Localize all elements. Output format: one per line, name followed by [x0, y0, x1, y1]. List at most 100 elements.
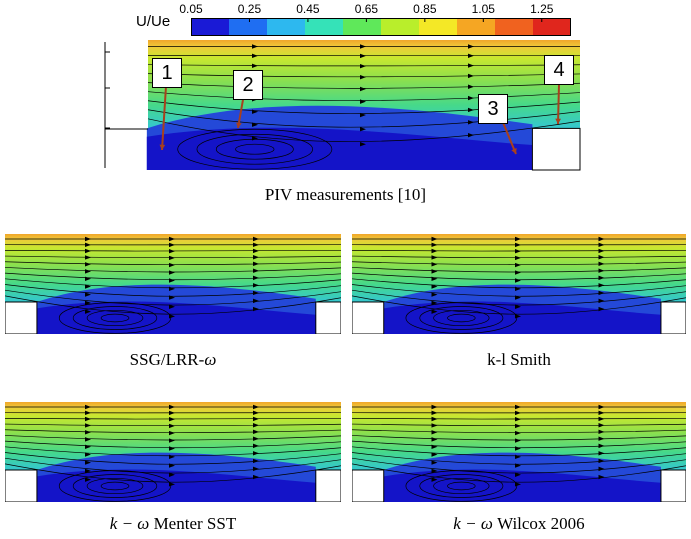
streamline [352, 463, 686, 483]
streamline-arrow [85, 430, 91, 435]
streamline [5, 284, 341, 297]
streamline-arrow [598, 466, 605, 472]
streamline-arrow [169, 270, 175, 275]
ssg-caption-symbol: ω [204, 350, 217, 369]
streamline-arrow [253, 283, 259, 288]
streamline-arrow [360, 53, 366, 59]
colorbar [191, 18, 571, 36]
streamline-arrow [598, 443, 605, 449]
streamline [5, 418, 341, 420]
vortex-streamline [419, 306, 504, 330]
streamline-arrow [169, 454, 175, 460]
streamline-arrow [468, 63, 474, 68]
streamline-arrow [598, 436, 605, 441]
colorbar-swatch [533, 18, 571, 36]
streamline-arrow [85, 262, 91, 267]
streamline-arrow [169, 295, 175, 300]
menter-caption-math: k − ω [109, 514, 150, 533]
streamline-arrow [431, 248, 438, 254]
streamline-arrow [85, 309, 91, 314]
streamline-arrow [431, 410, 438, 416]
recirculation-core [36, 469, 316, 502]
streamline-arrow [515, 410, 521, 416]
streamline-arrow [515, 295, 521, 300]
streamline-arrow [252, 44, 258, 49]
streamline-arrow [431, 276, 438, 281]
streamline-arrow [598, 268, 605, 273]
streamline-arrow [598, 255, 605, 260]
callout-2: 2 [233, 70, 263, 100]
streamline-arrow [360, 63, 366, 69]
streamline-arrow [169, 430, 175, 436]
streamline-arrow [431, 477, 438, 482]
streamline-arrow [468, 73, 474, 79]
menter-panel [5, 402, 341, 502]
streamline-arrow [431, 430, 438, 435]
streamline [147, 82, 581, 89]
streamline-arrow [515, 438, 521, 443]
streamline-arrow [431, 423, 438, 428]
callout-4: 4 [544, 55, 574, 85]
menter-contour-plot [5, 402, 341, 502]
streamline-arrow [85, 404, 91, 410]
streamline-arrow [85, 242, 91, 248]
streamline-arrow [253, 290, 259, 296]
colorbar-swatch [191, 18, 230, 36]
streamline-arrow [253, 429, 259, 435]
wilcox-contour-plot [352, 402, 686, 502]
streamline-arrow [598, 248, 605, 254]
streamline-arrow [253, 443, 259, 449]
streamline [352, 295, 686, 315]
colorbar-swatch [305, 18, 344, 36]
streamline-arrow [252, 122, 258, 127]
streamline [352, 435, 686, 441]
streamline-arrow [169, 423, 175, 429]
streamline-arrow [252, 136, 258, 141]
streamline-arrow [431, 416, 438, 422]
streamline-arrow [468, 120, 474, 125]
streamline-arrow [253, 404, 259, 410]
upstream-step [5, 469, 38, 502]
streamline-arrow [468, 53, 474, 58]
vortex-streamline [433, 477, 490, 495]
downstream-step [531, 127, 581, 171]
vortex-streamline [100, 481, 130, 491]
streamline-arrow [85, 444, 91, 449]
streamline-arrow [85, 460, 91, 465]
vortex-streamline [86, 477, 144, 495]
kl-contour-plot [352, 234, 686, 334]
streamline-arrow [360, 127, 366, 132]
callout-1: 1 [152, 58, 182, 88]
streamline-arrow [431, 255, 438, 260]
colorbar-swatch [419, 18, 458, 36]
streamline-arrow [169, 438, 175, 443]
streamline [5, 440, 341, 449]
streamline-arrow [169, 255, 175, 261]
streamline-arrow [360, 99, 366, 104]
streamline [352, 452, 686, 465]
streamline-arrow [360, 74, 366, 80]
streamline [352, 250, 686, 252]
vortex-streamline [235, 143, 275, 155]
streamline-arrow [253, 474, 259, 480]
colorbar-swatch [267, 18, 306, 36]
callout-arrowhead [159, 144, 166, 150]
streamline-arrow [169, 236, 175, 242]
streamline-arrow [598, 416, 605, 422]
recirculation-core [383, 301, 661, 334]
colorbar-tick-label: 0.65 [354, 2, 379, 16]
streamline-arrow [253, 423, 259, 428]
vortex-streamline [196, 133, 313, 165]
wilcox-caption-math: k − ω [453, 514, 493, 533]
streamline-arrow [515, 255, 521, 261]
streamline-arrow [169, 286, 175, 292]
streamline-arrow [431, 242, 438, 248]
streamline-arrow [598, 261, 605, 267]
streamline-arrow [515, 262, 521, 268]
streamline-arrow [85, 477, 91, 482]
piv-caption: PIV measurements [10] [264, 185, 427, 204]
downstream-step [660, 301, 686, 334]
menter-caption: k − ω Menter SST [5, 514, 341, 534]
piv-contour-plot [104, 40, 581, 171]
streamline-arrow [169, 314, 175, 319]
